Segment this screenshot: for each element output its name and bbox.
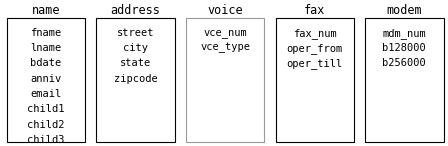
Text: oper_till: oper_till — [287, 58, 343, 69]
Text: lname: lname — [30, 43, 61, 53]
Text: child1: child1 — [27, 104, 65, 114]
Text: fax: fax — [304, 4, 325, 17]
Text: child2: child2 — [27, 120, 65, 130]
Text: fname: fname — [30, 28, 61, 38]
Text: vce_num: vce_num — [203, 28, 247, 38]
FancyBboxPatch shape — [276, 18, 354, 142]
Text: name: name — [32, 4, 60, 17]
Text: fax_num: fax_num — [293, 28, 336, 39]
Text: oper_from: oper_from — [287, 43, 343, 54]
Text: bdate: bdate — [30, 58, 61, 68]
Text: city: city — [123, 43, 148, 53]
Text: b256000: b256000 — [383, 58, 426, 68]
Text: address: address — [111, 4, 160, 17]
FancyBboxPatch shape — [186, 18, 264, 142]
Text: zipcode: zipcode — [114, 74, 157, 84]
Text: modem: modem — [387, 4, 422, 17]
FancyBboxPatch shape — [365, 18, 444, 142]
Text: vce_type: vce_type — [200, 43, 250, 53]
Text: child3: child3 — [27, 135, 65, 145]
Text: state: state — [120, 58, 151, 68]
Text: b128000: b128000 — [383, 43, 426, 53]
Text: anniv: anniv — [30, 74, 61, 84]
Text: voice: voice — [207, 4, 243, 17]
FancyBboxPatch shape — [96, 18, 175, 142]
Text: mdm_num: mdm_num — [383, 28, 426, 39]
FancyBboxPatch shape — [7, 18, 85, 142]
Text: street: street — [117, 28, 154, 38]
Text: email: email — [30, 89, 61, 99]
